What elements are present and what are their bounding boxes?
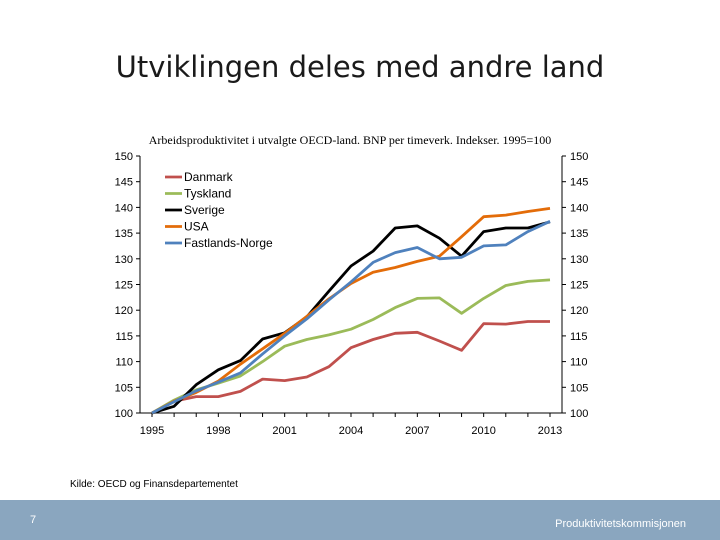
y-tick-label-left: 135 [115,228,133,240]
x-tick-label: 2001 [272,425,296,437]
y-tick-label-right: 145 [570,177,588,189]
legend-label: Fastlands-Norge [184,236,273,250]
source-note: Kilde: OECD og Finansdepartementet [70,479,238,490]
y-tick-label-right: 125 [570,280,588,292]
series-line-4 [151,220,551,415]
legend-label: USA [184,220,209,234]
slide-title: Utviklingen deles med andre land [115,50,605,84]
legend-label: Sverige [184,203,225,217]
legend-label: Danmark [184,170,234,184]
y-tick-label-right: 150 [570,151,588,163]
line-chart: 100 100 105 105 110 110 115 115 120 120 125 125 130 1… [115,151,589,437]
y-tick-label-right: 100 [570,408,588,420]
y-tick-label-right: 115 [570,331,588,343]
series-line-2 [151,220,551,415]
y-tick-label-left: 100 [115,408,133,420]
y-tick-label-right: 110 [570,357,588,369]
y-tick-label-left: 150 [115,151,133,163]
chart-series [151,207,551,415]
chart-legend: Danmark Tyskland Sverige USA Fastlands-Norge [165,170,273,250]
page-number: 7 [30,514,37,526]
x-tick-label: 2010 [471,425,495,437]
y-tick-label-right: 130 [570,254,588,266]
x-tick-label: 1998 [206,425,230,437]
footer-bar: 7 Produktivitetskommisjonen [0,500,720,540]
x-tick-label: 2013 [538,425,562,437]
y-tick-label-right: 135 [570,228,588,240]
y-tick-label-left: 110 [115,357,133,369]
y-tick-label-right: 140 [570,202,588,214]
legend-label: Tyskland [184,187,231,201]
x-tick-label: 2007 [405,425,429,437]
y-tick-label-left: 105 [115,382,133,394]
chart-title: Arbeidsproduktivitet i utvalgte OECD-lan… [148,133,552,147]
series-line-0 [151,320,550,415]
x-tick-label: 2004 [339,425,363,437]
footer-brand: Produktivitetskommisjonen [555,518,686,530]
y-tick-label-left: 145 [115,177,133,189]
y-tick-label-left: 115 [115,331,133,343]
y-tick-label-left: 130 [115,254,133,266]
x-tick-label: 1995 [140,425,164,437]
y-tick-label-left: 120 [115,305,133,317]
y-tick-label-right: 105 [570,382,588,394]
y-tick-label-left: 140 [115,202,133,214]
y-tick-label-left: 125 [115,280,133,292]
y-tick-label-right: 120 [570,305,588,317]
chart-axes: 100 100 105 105 110 110 115 115 120 120 125 125 130 1… [115,151,589,437]
